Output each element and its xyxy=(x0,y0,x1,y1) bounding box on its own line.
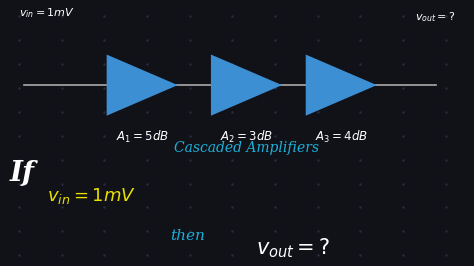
Text: $A_3 = 4dB$: $A_3 = 4dB$ xyxy=(315,129,368,145)
Text: $v_{in} = 1mV$: $v_{in} = 1mV$ xyxy=(47,186,137,206)
Text: $v_{in} = 1mV$: $v_{in} = 1mV$ xyxy=(19,7,75,20)
Text: $v_{out} = ?$: $v_{out} = ?$ xyxy=(415,11,455,24)
Text: $A_2 = 3dB$: $A_2 = 3dB$ xyxy=(220,129,273,145)
Text: $A_1 = 5dB$: $A_1 = 5dB$ xyxy=(116,129,169,145)
Polygon shape xyxy=(107,55,178,116)
Text: $v_{out} = ?$: $v_{out} = ?$ xyxy=(256,237,330,260)
Text: If: If xyxy=(9,160,35,187)
Text: then: then xyxy=(171,229,206,243)
Polygon shape xyxy=(306,55,377,116)
Polygon shape xyxy=(211,55,282,116)
Text: Cascaded Amplifiers: Cascaded Amplifiers xyxy=(174,141,319,155)
